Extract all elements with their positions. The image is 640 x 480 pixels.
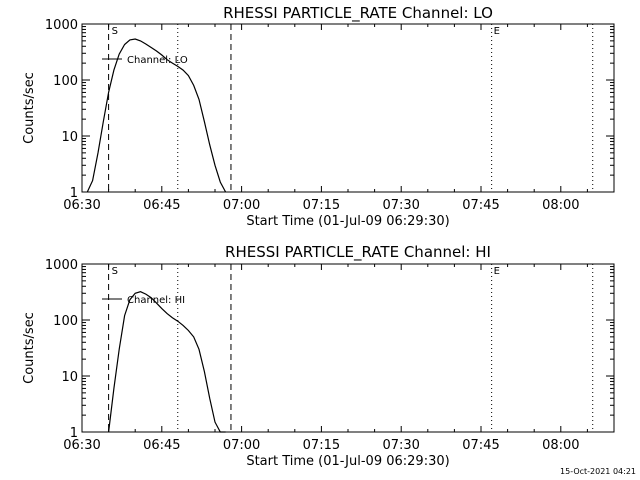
x-tick-label: 08:00	[542, 198, 579, 213]
x-tick-label: 07:00	[223, 198, 260, 213]
y-tick-label: 100	[53, 314, 78, 329]
x-tick-label: 07:45	[462, 198, 499, 213]
x-tick-label: 07:15	[303, 438, 340, 453]
y-tick-label: 1000	[45, 18, 78, 33]
y-tick-label: 10	[61, 130, 78, 145]
x-tick-label: 07:00	[223, 438, 260, 453]
chart-title: RHESSI PARTICLE_RATE Channel: HI	[225, 243, 491, 262]
x-axis-label: Start Time (01-Jul-09 06:29:30)	[246, 454, 449, 469]
x-tick-label: 08:00	[542, 438, 579, 453]
y-tick-label: 100	[53, 74, 78, 89]
y-tick-label: 10	[61, 370, 78, 385]
x-tick-label: 07:30	[382, 198, 419, 213]
y-tick-label: 1000	[45, 258, 78, 273]
plot-frame	[81, 263, 615, 433]
x-tick-label: 07:45	[462, 438, 499, 453]
start-marker: S	[112, 26, 118, 37]
y-axis-label: Counts/sec	[22, 72, 37, 144]
y-axis-label: Counts/sec	[22, 312, 37, 384]
plot-frame	[81, 23, 615, 193]
y-tick-label: 1	[70, 186, 78, 201]
timestamp-label: 15-Oct-2021 04:21	[560, 467, 636, 476]
chart-title: RHESSI PARTICLE_RATE Channel: LO	[223, 4, 493, 23]
series-line	[86, 38, 227, 193]
start-marker: S	[112, 266, 118, 277]
end-marker: E	[494, 26, 500, 37]
legend-label: Channel: HI	[127, 295, 185, 306]
y-tick-label: 1	[70, 426, 78, 441]
x-tick-label: 06:30	[63, 438, 100, 453]
x-axis-label: Start Time (01-Jul-09 06:29:30)	[246, 214, 449, 229]
x-tick-label: 06:30	[63, 198, 100, 213]
x-tick-label: 06:45	[143, 198, 180, 213]
legend-label: Channel: LO	[127, 55, 188, 66]
x-tick-label: 07:15	[303, 198, 340, 213]
end-marker: E	[494, 266, 500, 277]
x-tick-label: 07:30	[382, 438, 419, 453]
series-line	[108, 291, 226, 433]
x-tick-label: 06:45	[143, 438, 180, 453]
